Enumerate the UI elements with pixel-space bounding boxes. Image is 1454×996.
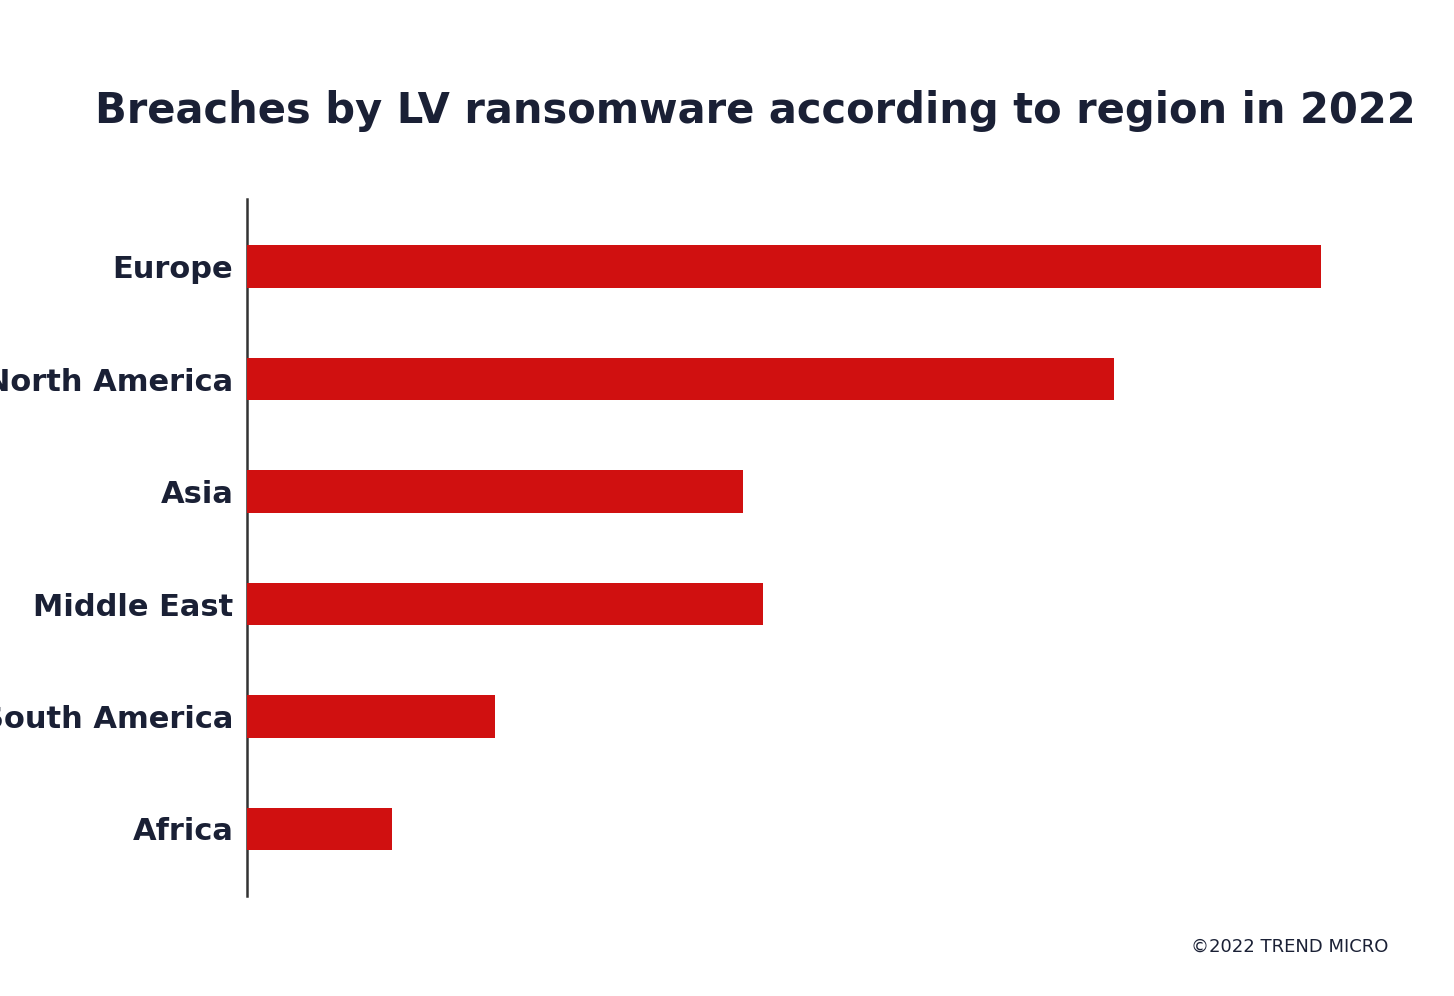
Bar [247, 583, 763, 625]
Text: ©2022 TREND MICRO: ©2022 TREND MICRO [1191, 938, 1389, 956]
Bar [247, 245, 1320, 288]
Bar [247, 470, 743, 513]
Text: Breaches by LV ransomware according to region in 2022: Breaches by LV ransomware according to r… [95, 90, 1415, 131]
Bar [247, 695, 494, 738]
Bar [247, 808, 391, 851]
Bar [247, 358, 1114, 400]
